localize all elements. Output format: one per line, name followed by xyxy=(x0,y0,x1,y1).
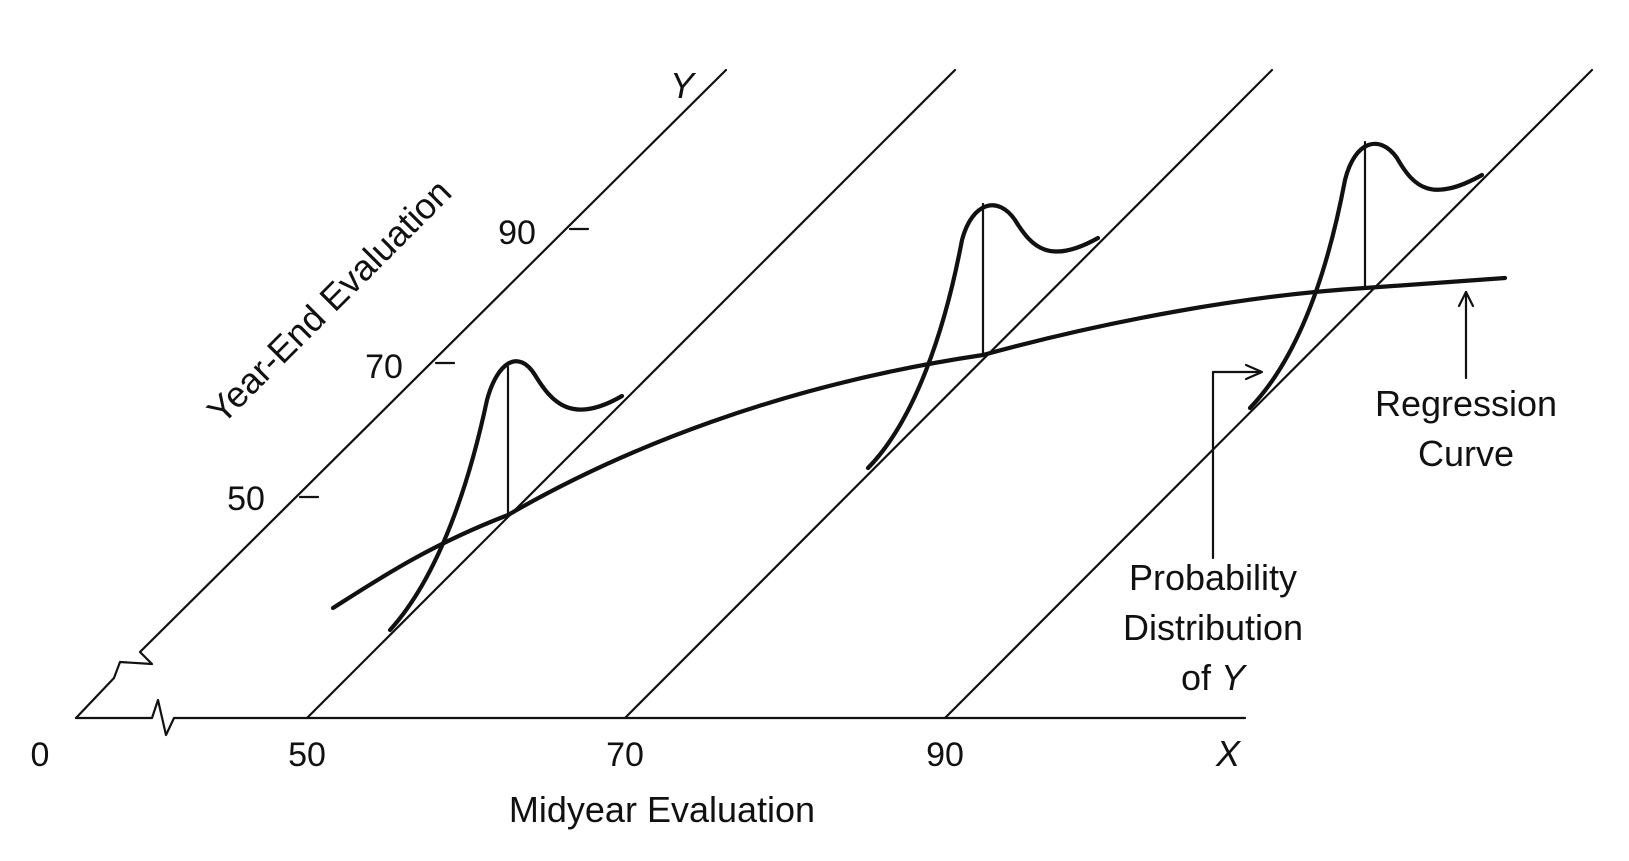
probability-label-line-2: Distribution xyxy=(1123,607,1303,648)
regression-pointer-arrowhead xyxy=(1457,290,1475,308)
y-axis-variable: Y xyxy=(670,65,697,106)
grid-line-50 xyxy=(305,68,957,720)
conditional-means xyxy=(506,140,1367,517)
x-axis xyxy=(74,698,1247,737)
x-tick-label-90: 90 xyxy=(926,736,964,774)
regression-curve-label-line-2: Curve xyxy=(1418,433,1514,474)
probability-pointer-line xyxy=(1211,370,1260,560)
x-tick-label-70: 70 xyxy=(606,736,644,774)
distribution-curve-3 xyxy=(1247,141,1485,411)
grid-lines xyxy=(305,68,1594,720)
y-axis-line xyxy=(74,68,728,720)
y-tick-label-90: 90 xyxy=(498,214,536,252)
probability-distribution-pointer xyxy=(1211,363,1264,560)
x-axis-variable: X xyxy=(1215,733,1242,774)
y-axis xyxy=(74,68,728,720)
regression-curve-pointer xyxy=(1457,290,1475,380)
probability-label-line-1: Probability xyxy=(1129,557,1297,598)
y-axis-label: Year-End Evaluation xyxy=(199,171,459,431)
grid-line-90 xyxy=(943,68,1594,720)
y-tick-label-70: 70 xyxy=(365,348,403,386)
y-tick-label-50: 50 xyxy=(227,480,265,518)
x-tick-label-50: 50 xyxy=(288,736,326,774)
regression-curve-label-line-1: Regression xyxy=(1375,383,1557,424)
x-tick-label-0: 0 xyxy=(31,736,50,774)
grid-line-70 xyxy=(623,68,1274,720)
distribution-curve-1 xyxy=(387,359,625,633)
x-axis-line xyxy=(74,698,1247,737)
distribution-curve-2 xyxy=(865,203,1101,471)
probability-label-line-3: of Y xyxy=(1181,657,1248,698)
x-axis-label: Midyear Evaluation xyxy=(509,789,815,830)
probability-distributions xyxy=(387,141,1485,633)
regression-curve xyxy=(330,275,1508,611)
probability-pointer-arrowhead xyxy=(1244,363,1264,381)
